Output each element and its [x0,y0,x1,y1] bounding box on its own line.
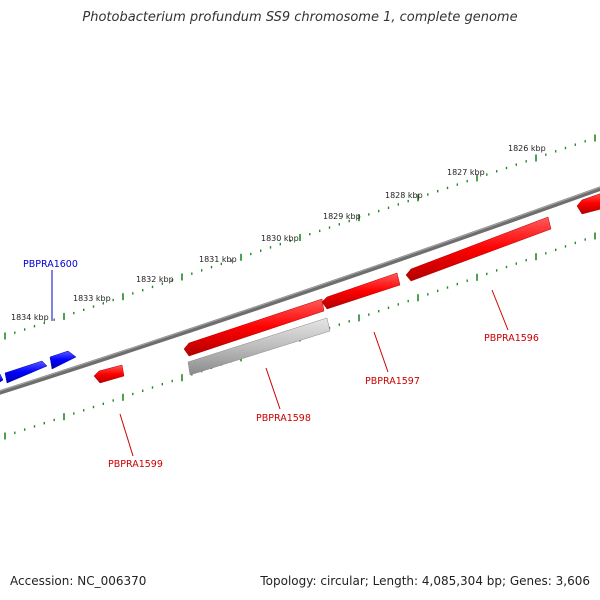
gene-arrow-reverse[interactable] [321,272,401,310]
chromosome-backbone [0,186,600,395]
scale-label: 1827 kbp [447,168,485,177]
scale-label: 1832 kbp [136,275,174,284]
scale-labels: 1826 kbp 1827 kbp 1828 kbp 1829 kbp 1830… [11,144,546,322]
scale-label: 1834 kbp [11,313,49,322]
gene-arrow-reverse[interactable] [576,192,600,215]
scale-label: 1829 kbp [323,212,361,221]
gene-label[interactable]: PBPRA1597 [365,376,420,387]
gene-arrow-forward[interactable] [49,350,77,370]
gene-arrow-reverse[interactable] [93,364,125,384]
gene-label-leaders [51,270,509,457]
accession-text: Accession: NC_006370 [10,574,147,588]
gene-label[interactable]: PBPRA1599 [108,459,163,470]
scale-label: 1833 kbp [73,294,111,303]
chromosome-backbone-highlight [0,186,600,392]
gene-arrow-forward[interactable] [0,373,4,386]
scale-label: 1830 kbp [261,234,299,243]
gene-arrow-forward[interactable] [4,360,48,384]
gene-labels: PBPRA1600 PBPRA1599 PBPRA1598 PBPRA1597 … [23,259,539,470]
genome-summary-text: Topology: circular; Length: 4,085,304 bp… [260,574,590,588]
gene-arrow-reverse[interactable] [183,298,325,357]
scale-label: 1826 kbp [508,144,546,153]
reverse-strand-genes [93,192,600,384]
scale-label: 1828 kbp [385,191,423,200]
gene-pseudo[interactable] [187,317,331,376]
gene-arrow-reverse[interactable] [405,216,552,282]
gene-label[interactable]: PBPRA1598 [256,413,311,424]
forward-strand-genes [0,350,77,386]
map-title: Photobacterium profundum SS9 chromosome … [82,10,518,25]
gene-label[interactable]: PBPRA1600 [23,259,78,270]
scale-label: 1831 kbp [199,255,237,264]
outer-scale-ticks [4,134,596,340]
gene-label[interactable]: PBPRA1596 [484,333,539,344]
